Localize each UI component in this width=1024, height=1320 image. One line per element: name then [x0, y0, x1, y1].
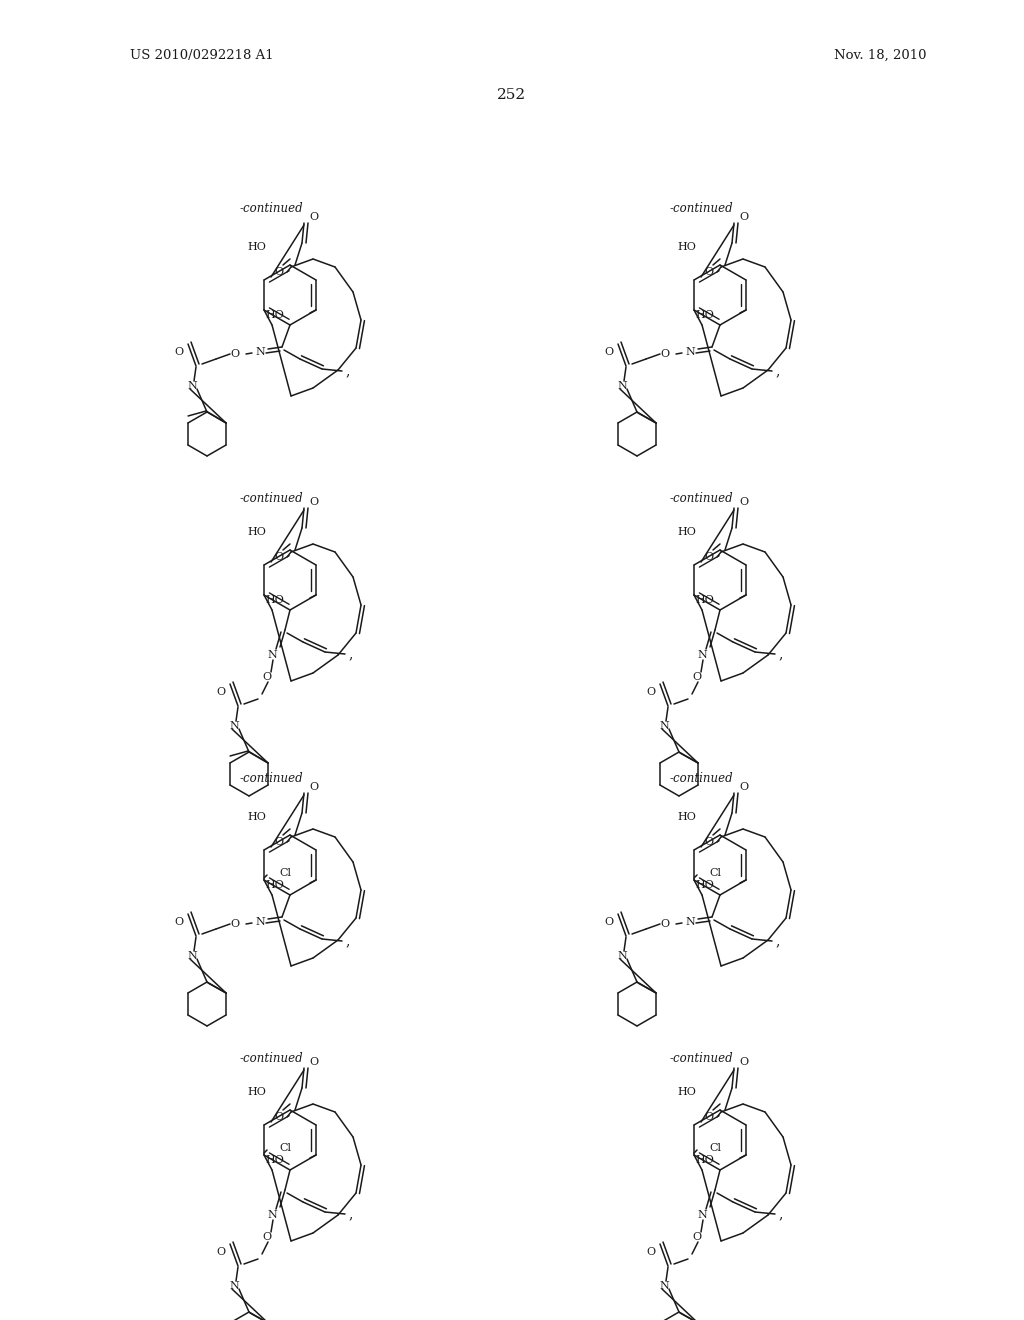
Text: O: O — [739, 213, 749, 222]
Text: HO: HO — [247, 812, 266, 822]
Text: N: N — [187, 381, 197, 391]
Text: HO: HO — [247, 242, 266, 252]
Text: O: O — [739, 498, 749, 507]
Text: HO: HO — [695, 310, 714, 319]
Text: HO: HO — [247, 527, 266, 537]
Text: HO: HO — [677, 812, 696, 822]
Text: O: O — [660, 919, 670, 929]
Text: O: O — [705, 552, 714, 562]
Text: N: N — [187, 950, 197, 961]
Text: O: O — [274, 837, 284, 847]
Text: O: O — [274, 1111, 284, 1122]
Text: O: O — [739, 1057, 749, 1067]
Text: Cl: Cl — [709, 869, 721, 878]
Text: O: O — [692, 1232, 701, 1242]
Text: O: O — [274, 552, 284, 562]
Text: HO: HO — [677, 527, 696, 537]
Text: ,: , — [776, 364, 780, 378]
Text: O: O — [646, 1247, 655, 1257]
Text: O: O — [230, 919, 240, 929]
Text: O: O — [174, 917, 183, 927]
Text: O: O — [705, 837, 714, 847]
Text: -continued: -continued — [240, 202, 304, 214]
Text: ,: , — [349, 647, 353, 661]
Text: O: O — [705, 267, 714, 277]
Text: -continued: -continued — [670, 202, 733, 214]
Text: HO: HO — [677, 242, 696, 252]
Text: HO: HO — [695, 595, 714, 605]
Text: N: N — [267, 1210, 276, 1220]
Text: O: O — [216, 686, 225, 697]
Text: O: O — [262, 672, 271, 682]
Text: ,: , — [346, 935, 350, 948]
Text: N: N — [697, 1210, 707, 1220]
Text: ,: , — [346, 364, 350, 378]
Text: N: N — [659, 1280, 669, 1291]
Text: Nov. 18, 2010: Nov. 18, 2010 — [834, 49, 927, 62]
Text: O: O — [660, 348, 670, 359]
Text: Cl: Cl — [279, 1143, 291, 1152]
Text: ,: , — [779, 647, 783, 661]
Text: O: O — [739, 781, 749, 792]
Text: Cl: Cl — [279, 869, 291, 878]
Text: N: N — [659, 721, 669, 731]
Text: O: O — [692, 672, 701, 682]
Text: HO: HO — [265, 310, 284, 319]
Text: N: N — [617, 950, 627, 961]
Text: O: O — [230, 348, 240, 359]
Text: O: O — [705, 1111, 714, 1122]
Text: -continued: -continued — [670, 491, 733, 504]
Text: O: O — [262, 1232, 271, 1242]
Text: HO: HO — [695, 880, 714, 890]
Text: O: O — [216, 1247, 225, 1257]
Text: US 2010/0292218 A1: US 2010/0292218 A1 — [130, 49, 273, 62]
Text: O: O — [309, 498, 318, 507]
Text: HO: HO — [265, 595, 284, 605]
Text: O: O — [309, 1057, 318, 1067]
Text: HO: HO — [695, 1155, 714, 1166]
Text: -continued: -continued — [240, 771, 304, 784]
Text: O: O — [604, 347, 613, 356]
Text: HO: HO — [677, 1086, 696, 1097]
Text: -continued: -continued — [670, 1052, 733, 1064]
Text: O: O — [274, 267, 284, 277]
Text: O: O — [646, 686, 655, 697]
Text: O: O — [604, 917, 613, 927]
Text: N: N — [229, 721, 239, 731]
Text: O: O — [174, 347, 183, 356]
Text: Cl: Cl — [709, 1143, 721, 1152]
Text: N: N — [229, 1280, 239, 1291]
Text: HO: HO — [265, 1155, 284, 1166]
Text: ,: , — [349, 1206, 353, 1221]
Text: HO: HO — [265, 880, 284, 890]
Text: -continued: -continued — [670, 771, 733, 784]
Text: O: O — [309, 213, 318, 222]
Text: N: N — [267, 649, 276, 660]
Text: ,: , — [779, 1206, 783, 1221]
Text: HO: HO — [247, 1086, 266, 1097]
Text: -continued: -continued — [240, 1052, 304, 1064]
Text: N: N — [685, 347, 695, 356]
Text: 252: 252 — [498, 88, 526, 102]
Text: N: N — [255, 347, 265, 356]
Text: N: N — [617, 381, 627, 391]
Text: N: N — [255, 917, 265, 927]
Text: O: O — [309, 781, 318, 792]
Text: -continued: -continued — [240, 491, 304, 504]
Text: N: N — [697, 649, 707, 660]
Text: ,: , — [776, 935, 780, 948]
Text: N: N — [685, 917, 695, 927]
